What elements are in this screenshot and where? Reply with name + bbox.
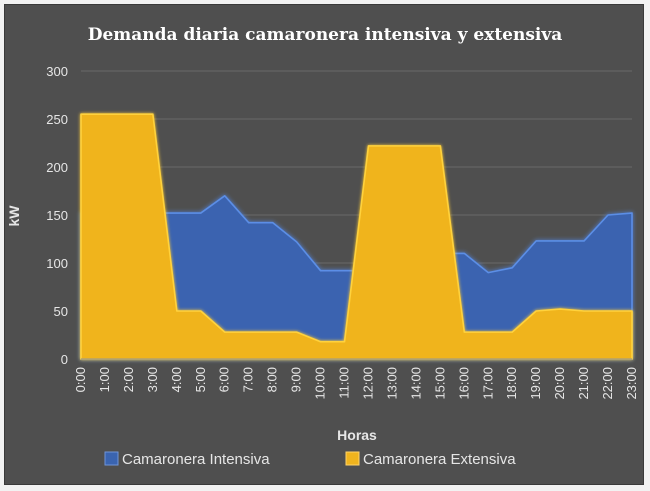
x-tick-label: 3:00 xyxy=(145,367,160,392)
series-layer xyxy=(80,113,633,360)
legend-swatch-extensiva xyxy=(345,451,360,466)
x-tick-label: 2:00 xyxy=(121,367,136,392)
x-tick-labels: 0:00 1:00 2:00 3:00 4:00 5:00 6:00 7:00 8:00 9:00… xyxy=(73,367,639,400)
y-tick-label: 200 xyxy=(46,160,68,175)
x-tick-label: 7:00 xyxy=(241,367,256,392)
x-axis-label: Horas xyxy=(337,427,377,443)
x-tick-label: 0:00 xyxy=(73,367,88,392)
y-tick-label: 300 xyxy=(46,64,68,79)
x-tick-label: 14:00 xyxy=(408,367,423,400)
x-tick-label: 11:00 xyxy=(337,367,352,399)
y-tick-label: 250 xyxy=(46,112,68,127)
x-tick-label: 18:00 xyxy=(504,367,519,400)
x-tick-label: 9:00 xyxy=(289,367,304,392)
x-tick-label: 23:00 xyxy=(624,367,639,400)
x-tick-label: 19:00 xyxy=(528,367,543,400)
x-tick-label: 1:00 xyxy=(97,367,112,392)
chart-title: Demanda diaria camaronera intensiva y ex… xyxy=(88,25,563,45)
x-tick-label: 17:00 xyxy=(480,367,495,400)
x-tick-label: 13:00 xyxy=(384,367,399,400)
x-tick-label: 10:00 xyxy=(313,367,328,400)
x-tick-label: 16:00 xyxy=(456,367,471,400)
x-tick-label: 15:00 xyxy=(432,367,447,400)
x-tick-label: 4:00 xyxy=(169,367,184,392)
x-tick-label: 5:00 xyxy=(193,367,208,392)
x-tick-label: 20:00 xyxy=(552,367,567,400)
x-tick-label: 21:00 xyxy=(576,367,591,400)
legend: Camaronera Intensiva Camaronera Extensiv… xyxy=(104,451,516,468)
legend-label-extensiva: Camaronera Extensiva xyxy=(363,451,516,468)
y-tick-label: 100 xyxy=(46,256,68,271)
legend-label-intensiva: Camaronera Intensiva xyxy=(122,451,270,468)
y-tick-label: 50 xyxy=(54,304,68,319)
x-tick-label: 22:00 xyxy=(600,367,615,400)
y-tick-label: 0 xyxy=(61,352,68,367)
legend-swatch-intensiva xyxy=(104,451,119,466)
series-area-extensiva xyxy=(80,113,633,360)
x-tick-label: 12:00 xyxy=(360,367,375,400)
x-tick-label: 6:00 xyxy=(217,367,232,392)
x-tick-label: 8:00 xyxy=(265,367,280,392)
y-axis-label: kW xyxy=(6,205,22,227)
y-tick-label: 150 xyxy=(46,208,68,223)
y-tick-labels: 0 50 100 150 200 250 300 xyxy=(46,64,68,367)
